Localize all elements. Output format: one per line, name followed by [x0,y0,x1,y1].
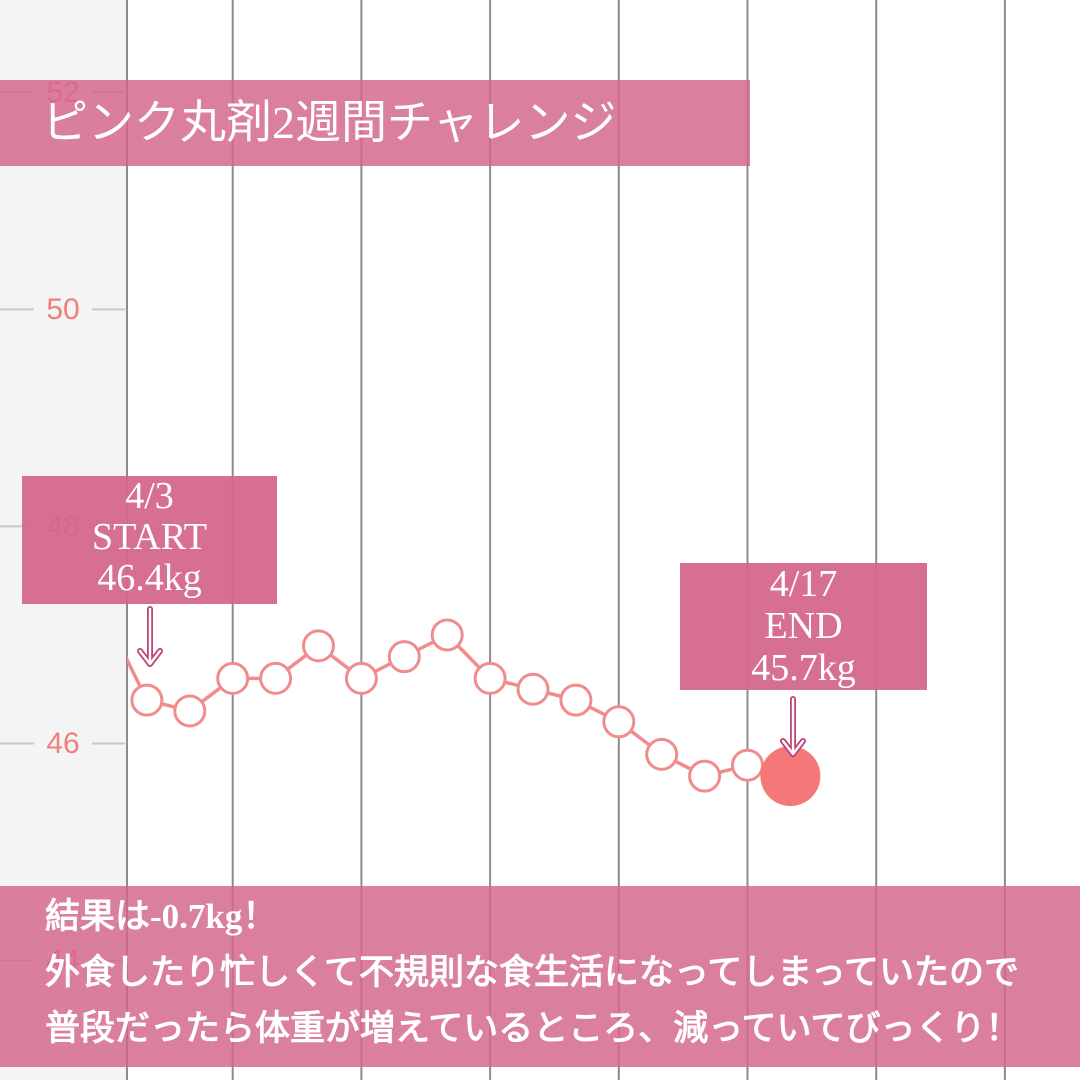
down-arrow-icon [780,696,806,757]
weight-series [127,618,821,807]
down-arrow-icon [137,606,163,667]
y-tick-label: 50 [46,293,79,326]
page-title: ピンク丸剤2週間チャレンジ [42,97,617,148]
data-point [387,640,421,674]
start-date: 4/3 [125,476,174,517]
data-point [602,705,636,739]
data-point [731,748,764,782]
data-point [688,759,722,793]
data-point [216,661,250,695]
start-annotation: 4/3 START 46.4kg [22,476,277,604]
end-annotation: 4/17 END 45.7kg [680,563,927,690]
data-point [173,694,207,728]
data-point [259,661,293,695]
data-point [559,683,593,717]
data-point [516,672,550,706]
title-banner: ピンク丸剤2週間チャレンジ [0,80,750,166]
latest-data-point [760,746,821,807]
result-caption: 結果は-0.7kg！ 外食したり忙しくて不規則な食生活になってしまっていたので … [0,886,1080,1067]
data-point [130,683,164,717]
start-label: START [91,516,208,558]
start-weight: 46.4kg [97,557,202,599]
y-tick-label: 46 [46,727,79,760]
result-headline: 結果は-0.7kg！ [45,897,278,936]
end-date: 4/17 [769,563,838,605]
end-weight: 45.7kg [751,647,856,689]
caption-line: 普段だったら体重が増えているところ、減っていてびっくり！ [45,1009,1021,1048]
data-point [344,661,378,695]
data-point [645,737,679,771]
data-point [473,661,507,695]
data-point [302,629,335,663]
data-point [430,618,464,652]
caption-line: 外食したり忙しくて不規則な食生活になってしまっていたので [45,953,1020,992]
end-label: END [764,605,843,647]
